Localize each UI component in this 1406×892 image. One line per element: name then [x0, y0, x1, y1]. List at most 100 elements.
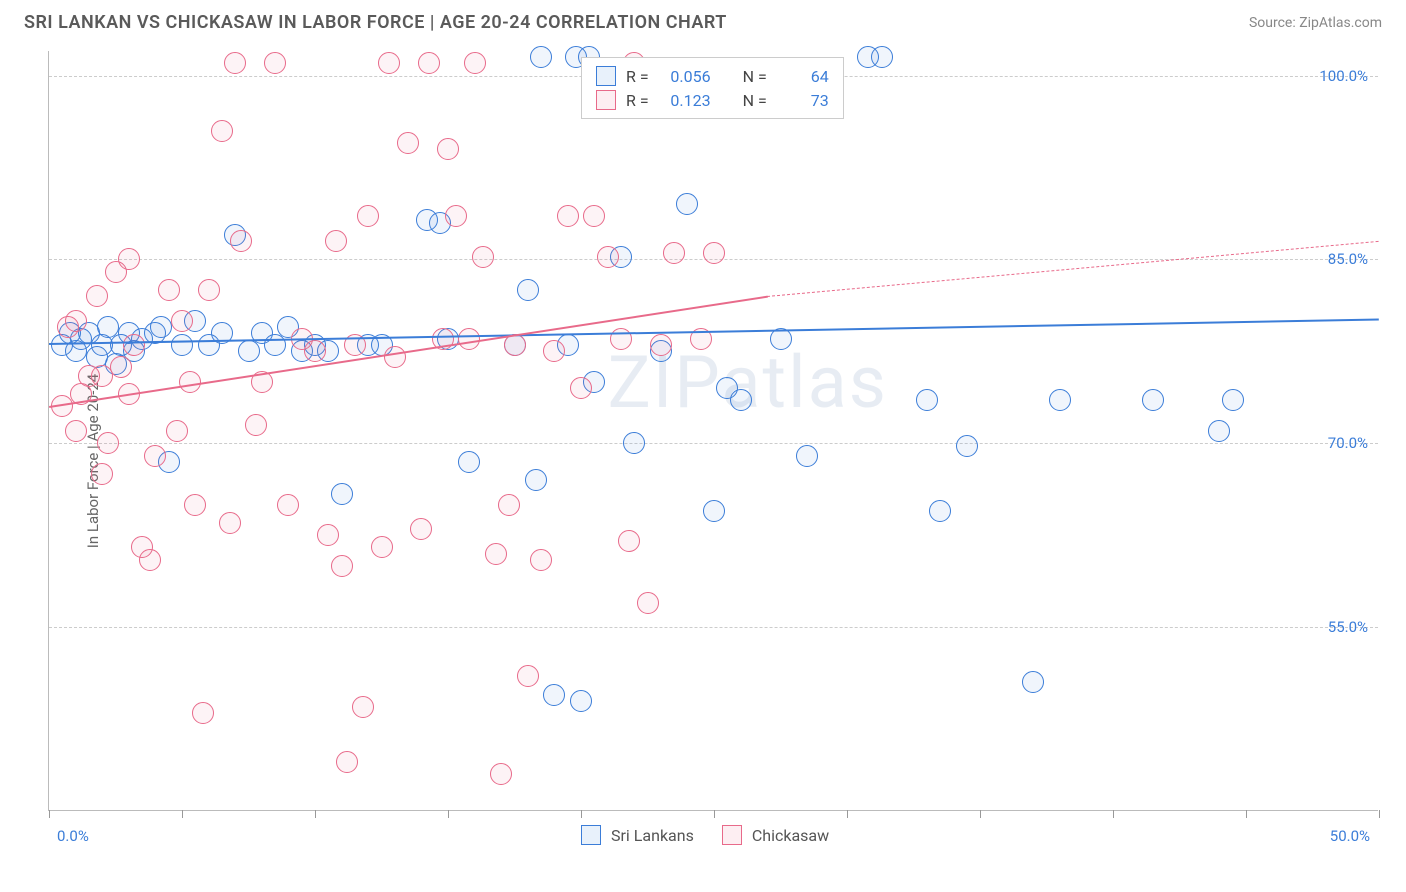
- n-value: 73: [777, 91, 829, 110]
- scatter-point: [583, 205, 605, 227]
- n-label: N =: [743, 67, 767, 86]
- scatter-point: [730, 389, 752, 411]
- trend-line: [767, 241, 1379, 297]
- scatter-point: [230, 230, 252, 252]
- scatter-point: [166, 420, 188, 442]
- scatter-point: [224, 52, 246, 74]
- scatter-point: [1049, 389, 1071, 411]
- r-label: R =: [626, 67, 649, 86]
- scatter-point: [171, 334, 193, 356]
- scatter-point: [663, 242, 685, 264]
- x-axis-min-label: 0.0%: [57, 827, 89, 845]
- stats-row: R =0.056N =64: [596, 64, 829, 88]
- scatter-point: [464, 52, 486, 74]
- y-tick-label: 55.0%: [1328, 618, 1368, 636]
- scatter-point: [91, 365, 113, 387]
- scatter-point: [1208, 420, 1230, 442]
- x-tick: [182, 810, 183, 818]
- legend-label: Chickasaw: [752, 826, 829, 845]
- scatter-point: [623, 432, 645, 454]
- scatter-point: [871, 46, 893, 68]
- scatter-point: [498, 494, 520, 516]
- scatter-point: [65, 310, 87, 332]
- scatter-point: [277, 494, 299, 516]
- chart-title: SRI LANKAN VS CHICKASAW IN LABOR FORCE |…: [24, 12, 727, 33]
- y-tick-label: 100.0%: [1319, 67, 1368, 85]
- scatter-point: [118, 248, 140, 270]
- x-tick: [980, 810, 981, 818]
- scatter-point: [238, 340, 260, 362]
- bottom-legend: Sri Lankans Chickasaw: [581, 825, 829, 845]
- n-label: N =: [743, 91, 767, 110]
- scatter-point: [264, 52, 286, 74]
- scatter-point: [1022, 671, 1044, 693]
- scatter-point: [517, 665, 539, 687]
- scatter-point: [123, 334, 145, 356]
- scatter-point: [184, 494, 206, 516]
- scatter-point: [543, 684, 565, 706]
- scatter-point: [458, 328, 480, 350]
- scatter-point: [525, 469, 547, 491]
- x-tick: [1379, 810, 1380, 818]
- y-tick-label: 85.0%: [1328, 250, 1368, 268]
- n-value: 64: [777, 67, 829, 86]
- scatter-point: [676, 193, 698, 215]
- scatter-point: [1142, 389, 1164, 411]
- scatter-point: [570, 690, 592, 712]
- scatter-point: [485, 543, 507, 565]
- legend-swatch: [596, 66, 616, 86]
- scatter-point: [336, 751, 358, 773]
- gridline: [49, 627, 1378, 628]
- x-tick: [714, 810, 715, 818]
- scatter-point: [304, 340, 326, 362]
- chart-wrap: In Labor Force | Age 20-24 ZIPatlas 55.0…: [0, 41, 1406, 881]
- x-tick: [49, 810, 50, 818]
- scatter-point: [445, 205, 467, 227]
- scatter-point: [570, 377, 592, 399]
- scatter-point: [331, 483, 353, 505]
- scatter-point: [703, 500, 725, 522]
- scatter-point: [245, 414, 267, 436]
- scatter-point: [325, 230, 347, 252]
- scatter-point: [264, 334, 286, 356]
- scatter-point: [144, 445, 166, 467]
- y-tick-label: 70.0%: [1328, 434, 1368, 452]
- scatter-point: [517, 279, 539, 301]
- scatter-point: [139, 549, 161, 571]
- scatter-point: [956, 435, 978, 457]
- stats-box: R =0.056N =64R =0.123N =73: [581, 57, 844, 119]
- x-tick: [581, 810, 582, 818]
- stats-row: R = 0.123 N = 73: [596, 88, 829, 112]
- scatter-point: [597, 246, 619, 268]
- x-axis-max-label: 50.0%: [1330, 827, 1370, 845]
- x-tick: [315, 810, 316, 818]
- scatter-point: [437, 138, 459, 160]
- scatter-point: [418, 52, 440, 74]
- scatter-point: [86, 285, 108, 307]
- scatter-point: [91, 463, 113, 485]
- scatter-point: [796, 445, 818, 467]
- legend-swatch: [581, 825, 601, 845]
- scatter-point: [357, 205, 379, 227]
- scatter-point: [371, 536, 393, 558]
- scatter-point: [150, 316, 172, 338]
- scatter-point: [530, 549, 552, 571]
- scatter-point: [171, 310, 193, 332]
- legend-swatch: [596, 90, 616, 110]
- scatter-point: [472, 246, 494, 268]
- legend-item: Sri Lankans: [581, 825, 694, 845]
- scatter-point: [65, 420, 87, 442]
- scatter-point: [331, 555, 353, 577]
- chart-source: Source: ZipAtlas.com: [1249, 15, 1382, 31]
- scatter-point: [916, 389, 938, 411]
- scatter-point: [384, 346, 406, 368]
- r-value: 0.123: [659, 91, 711, 110]
- scatter-point: [1222, 389, 1244, 411]
- scatter-point: [637, 592, 659, 614]
- scatter-point: [410, 518, 432, 540]
- scatter-point: [397, 132, 419, 154]
- legend-swatch: [722, 825, 742, 845]
- scatter-point: [458, 451, 480, 473]
- r-label: R =: [626, 91, 649, 110]
- x-tick: [1113, 810, 1114, 818]
